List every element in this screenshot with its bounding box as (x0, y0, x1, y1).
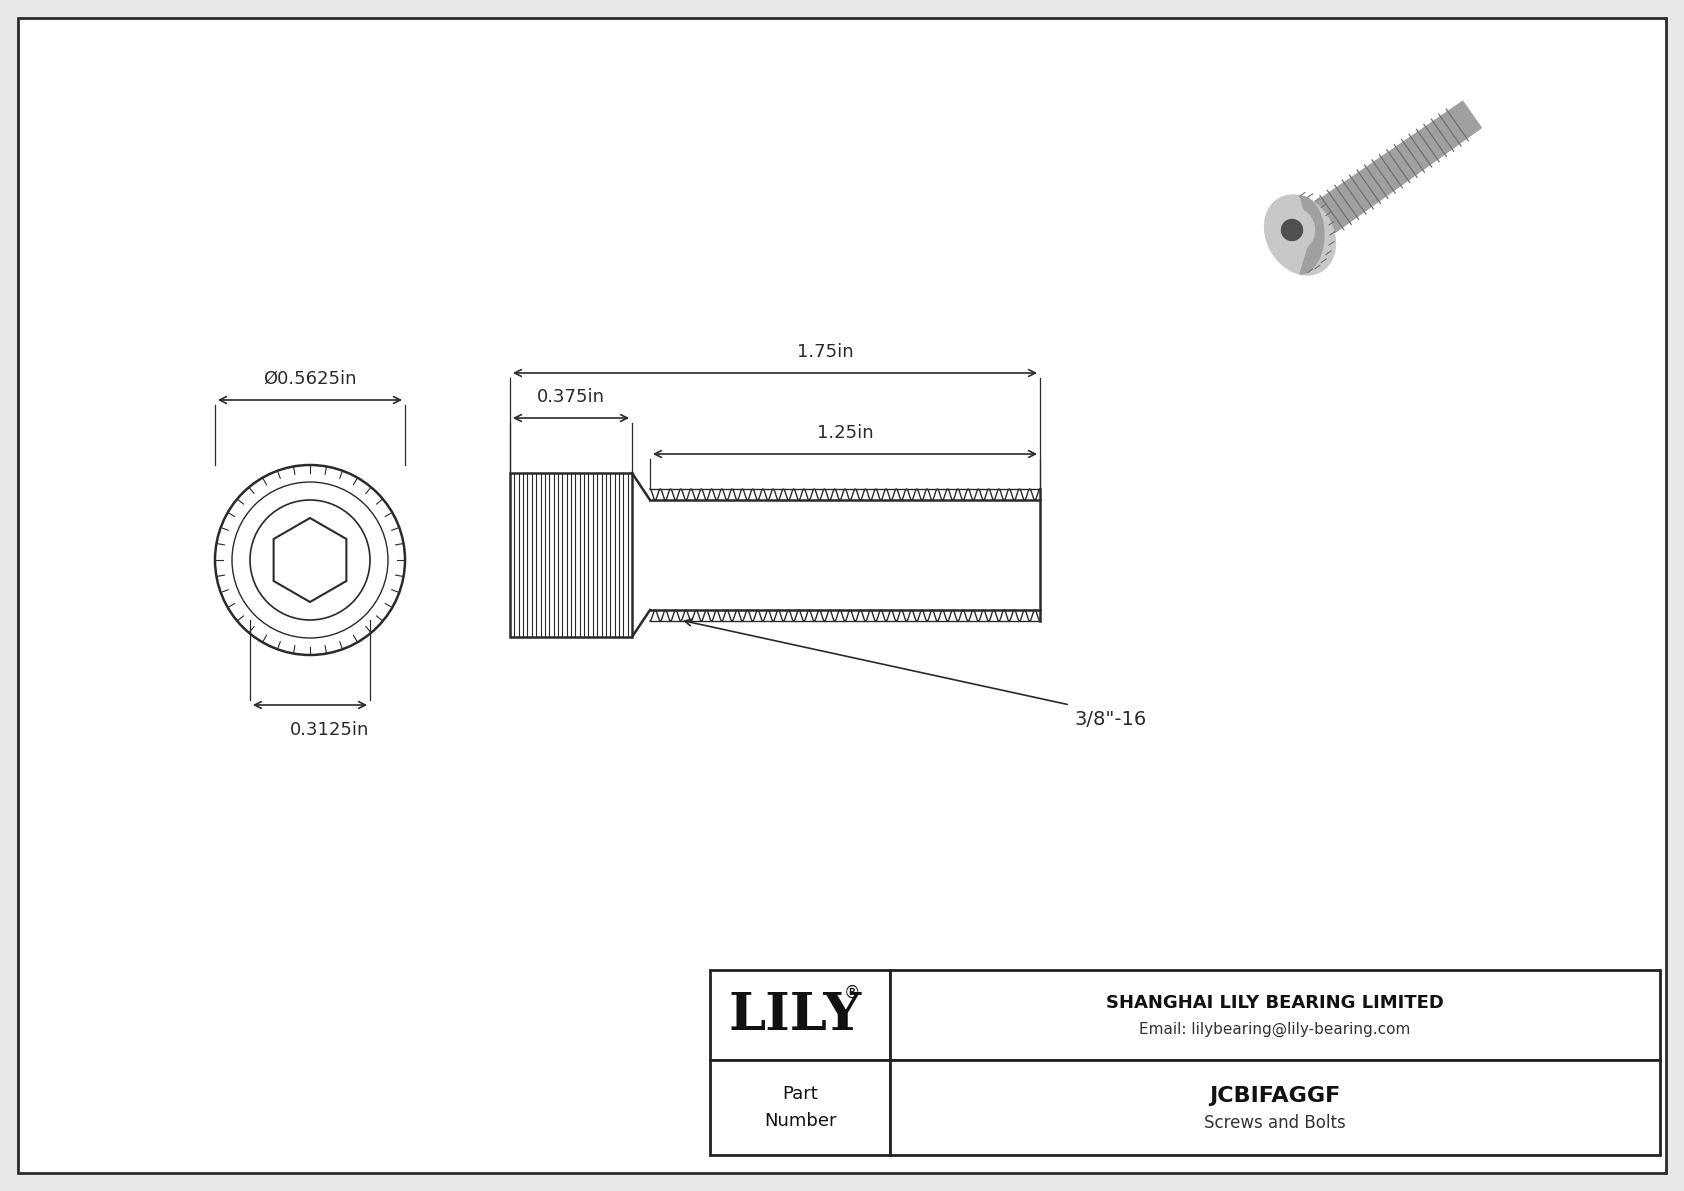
Circle shape (249, 500, 370, 621)
Bar (891, 969, 1660, 1060)
Bar (711, 1060, 891, 1155)
Bar (510, 473, 632, 637)
Ellipse shape (1270, 207, 1315, 252)
Text: Screws and Bolts: Screws and Bolts (1204, 1115, 1346, 1133)
Bar (711, 969, 891, 1060)
Text: Email: lilybearing@lily-bearing.com: Email: lilybearing@lily-bearing.com (1140, 1022, 1411, 1036)
Text: 3/8"-16: 3/8"-16 (1074, 710, 1147, 729)
Text: 1.75in: 1.75in (797, 343, 854, 361)
Text: ®: ® (844, 984, 861, 1002)
Text: JCBIFAGGF: JCBIFAGGF (1209, 1085, 1340, 1105)
Ellipse shape (1282, 219, 1302, 241)
Polygon shape (273, 518, 347, 601)
Polygon shape (1300, 197, 1324, 274)
Bar (891, 1060, 1660, 1155)
Text: Ø0.5625in: Ø0.5625in (263, 370, 357, 388)
Text: Part
Number: Part Number (765, 1085, 837, 1130)
Polygon shape (1314, 101, 1482, 232)
Text: 0.3125in: 0.3125in (290, 721, 370, 738)
Circle shape (216, 464, 404, 655)
Text: SHANGHAI LILY BEARING LIMITED: SHANGHAI LILY BEARING LIMITED (1106, 994, 1443, 1012)
Text: 1.25in: 1.25in (817, 424, 874, 442)
Text: LILY: LILY (729, 990, 862, 1041)
Text: 0.375in: 0.375in (537, 388, 605, 406)
Ellipse shape (1265, 195, 1335, 275)
